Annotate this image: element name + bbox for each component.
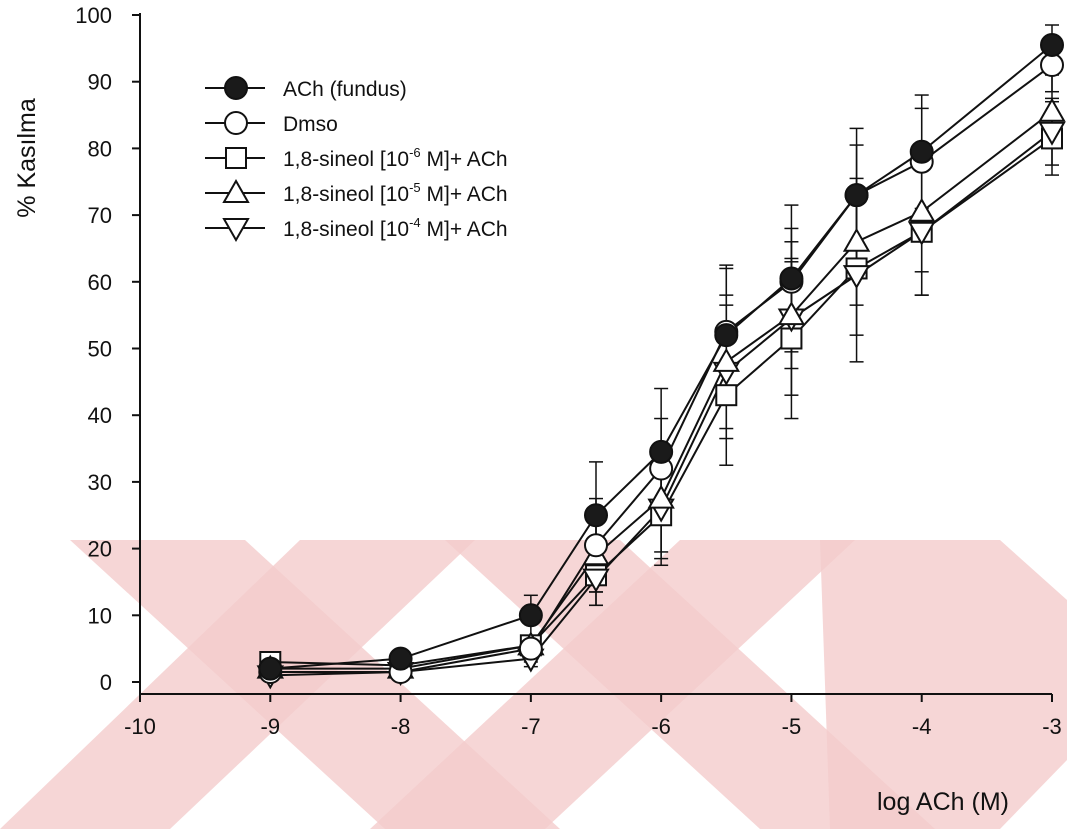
series-line <box>270 130 1053 677</box>
data-point <box>584 533 608 558</box>
y-tick-label: 100 <box>75 3 112 28</box>
watermark-stripe <box>820 540 1067 829</box>
legend: ACh (fundus) Dmso 1,8-sineol [10-6 M]+ ACh… <box>205 76 508 243</box>
data-point <box>714 323 739 348</box>
legend-label: 1,8-sineol [10-4 M]+ ACh <box>283 215 508 241</box>
legend-entry: 1,8-sineol [10-6 M]+ ACh <box>205 145 508 171</box>
data-point <box>584 503 608 528</box>
data-point <box>779 266 804 291</box>
y-tick-label: 30 <box>88 470 112 495</box>
legend-label: ACh (fundus) <box>283 78 407 101</box>
axes: 0 10 20 30 40 50 60 70 80 90 100 -10 -9 -8 -7 -6 -5 -4 -3 <box>75 3 1062 739</box>
legend-entry: 1,8-sineol [10-4 M]+ ACh <box>205 215 508 243</box>
series-markers <box>256 33 1066 690</box>
y-tick-label: 70 <box>88 203 112 228</box>
series-line <box>270 137 1053 667</box>
legend-marker <box>222 178 250 203</box>
y-tick-label: 40 <box>88 403 112 428</box>
data-point <box>777 301 806 326</box>
x-axis-title: log ACh (M) <box>877 788 1009 816</box>
x-tick-label: -6 <box>651 714 671 739</box>
legend-entry: 1,8-sineol [10-5 M]+ ACh <box>205 178 508 206</box>
data-point <box>388 646 413 671</box>
legend-marker <box>224 111 248 135</box>
watermark-stripe <box>370 540 855 829</box>
series-line <box>270 110 1053 670</box>
data-point <box>907 197 936 222</box>
data-point <box>842 265 871 290</box>
series-lines <box>270 44 1053 677</box>
legend-label: Dmso <box>283 113 338 136</box>
legend-label: 1,8-sineol [10-6 M]+ ACh <box>283 145 508 171</box>
data-point <box>258 656 283 681</box>
data-point <box>647 484 675 509</box>
series-line <box>270 44 1053 670</box>
x-tick-label: -8 <box>391 714 411 739</box>
data-point <box>715 384 738 407</box>
y-axis-title: % Kasılma <box>13 98 41 218</box>
legend-entry: ACh (fundus) <box>205 76 407 101</box>
data-point <box>1038 121 1066 146</box>
x-tick-label: -5 <box>782 714 802 739</box>
x-tick-label: -4 <box>912 714 932 739</box>
data-point <box>582 568 610 593</box>
watermark-stripe <box>0 540 475 829</box>
y-tick-label: 80 <box>88 136 112 161</box>
legend-entry: Dmso <box>205 111 338 136</box>
x-tick-label: -9 <box>261 714 281 739</box>
series-line <box>270 64 1053 673</box>
y-tick-label: 0 <box>100 670 112 695</box>
y-tick-label: 50 <box>88 337 112 362</box>
legend-label: 1,8-sineol [10-5 M]+ ACh <box>283 180 508 206</box>
data-point <box>712 347 741 372</box>
legend-marker <box>224 76 248 100</box>
data-point <box>1040 33 1064 58</box>
data-point <box>1040 53 1064 78</box>
x-tick-label: -10 <box>124 714 156 739</box>
data-point <box>1038 97 1066 122</box>
data-point <box>649 439 674 464</box>
data-point <box>907 221 936 246</box>
x-tick-label: -7 <box>521 714 541 739</box>
data-point <box>909 139 934 164</box>
watermark <box>0 540 1067 829</box>
y-tick-label: 20 <box>88 537 112 562</box>
data-point <box>518 603 543 628</box>
y-tick-label: 90 <box>88 70 112 95</box>
data-point <box>844 183 869 208</box>
data-point <box>518 636 543 661</box>
y-tick-label: 10 <box>88 603 112 628</box>
x-tick-label: -3 <box>1042 714 1062 739</box>
data-point <box>842 227 871 252</box>
legend-marker <box>222 218 250 243</box>
y-tick-label: 60 <box>88 270 112 295</box>
legend-marker <box>225 147 247 169</box>
